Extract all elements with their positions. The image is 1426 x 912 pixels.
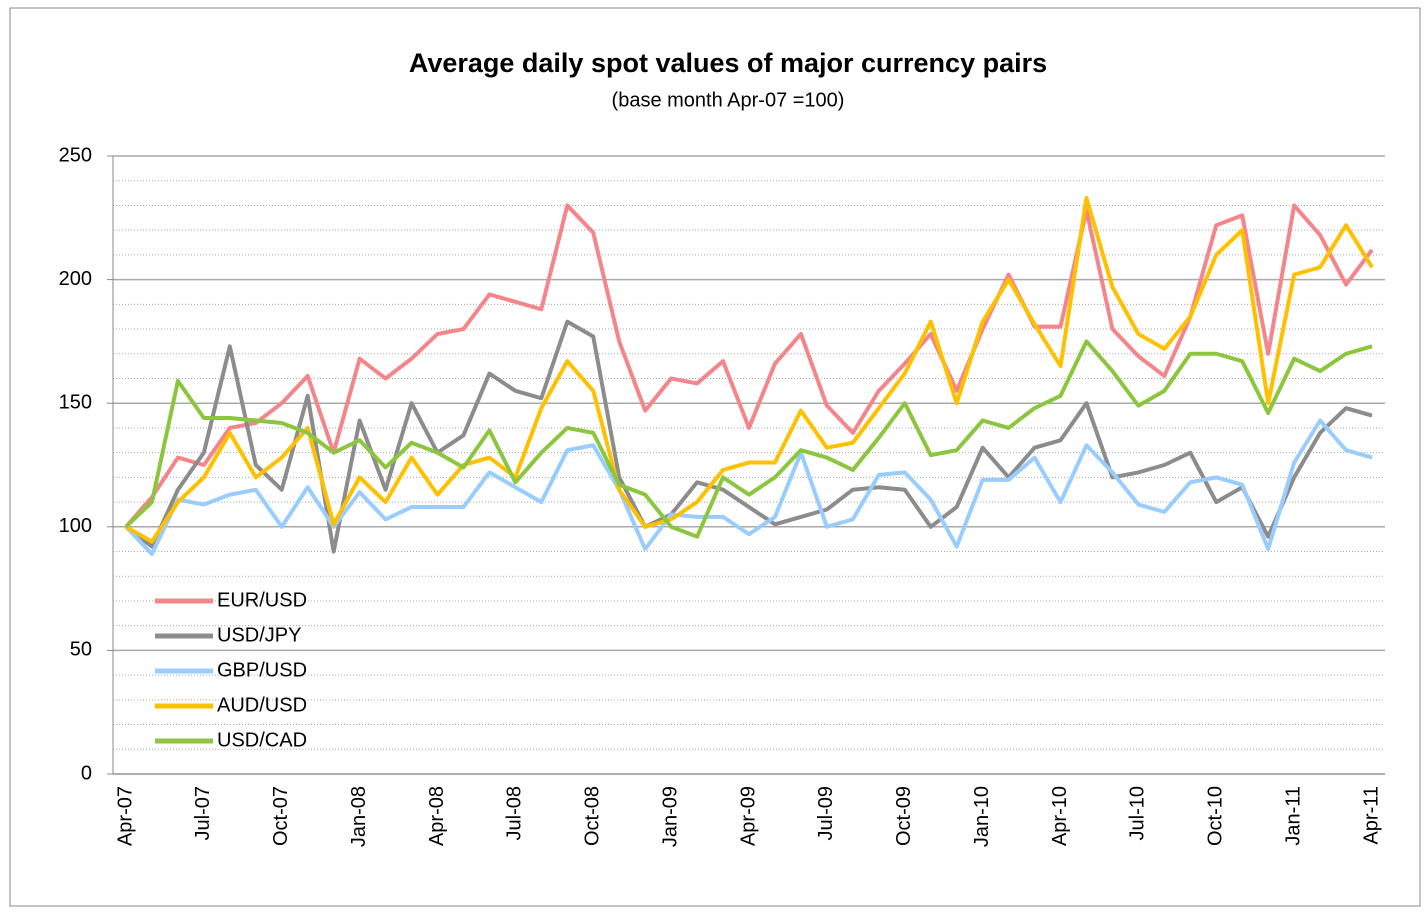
- x-tick-label: Oct-10: [1205, 786, 1227, 846]
- x-tick-label: Jan-11: [1282, 786, 1304, 846]
- series-line: [124, 418, 1373, 556]
- legend-label: EUR/USD: [217, 589, 307, 611]
- legend-label: AUD/USD: [217, 694, 307, 716]
- y-tick-label: 150: [59, 391, 92, 413]
- x-tick-label: Apr-11: [1360, 786, 1382, 845]
- x-tick-label: Jul-09: [815, 786, 837, 840]
- x-tick-label: Jan-08: [348, 786, 370, 847]
- chart-title: Average daily spot values of major curre…: [409, 48, 1047, 78]
- x-tick-label: Oct-09: [893, 786, 915, 846]
- x-tick-label: Oct-08: [582, 786, 604, 846]
- x-tick-label: Oct-07: [270, 786, 292, 846]
- y-tick-label: 0: [81, 762, 92, 784]
- series-line: [124, 319, 1373, 554]
- x-tick-label: Jul-08: [504, 786, 526, 840]
- chart-frame: [9, 7, 1421, 907]
- x-tick-label: Jul-07: [192, 786, 214, 840]
- x-tick-label: Apr-10: [1049, 786, 1071, 846]
- x-tick-label: Apr-08: [426, 786, 448, 846]
- legend-label: USD/JPY: [217, 624, 301, 646]
- x-tick-label: Jan-09: [659, 786, 681, 847]
- legend-label: USD/CAD: [217, 729, 307, 751]
- x-tick-label: Apr-09: [737, 786, 759, 846]
- x-tick-label: Jul-10: [1127, 786, 1149, 840]
- y-tick-label: 50: [70, 639, 92, 661]
- x-tick-label: Jan-10: [971, 786, 993, 847]
- chart-subtitle: (base month Apr-07 =100): [612, 89, 845, 111]
- y-tick-label: 200: [59, 268, 92, 290]
- y-tick-label: 250: [59, 144, 92, 166]
- legend-label: GBP/USD: [217, 659, 307, 681]
- y-tick-label: 100: [59, 515, 92, 537]
- series-line: [124, 339, 1373, 539]
- x-tick-label: Apr-07: [114, 786, 136, 846]
- series-line: [124, 196, 1374, 544]
